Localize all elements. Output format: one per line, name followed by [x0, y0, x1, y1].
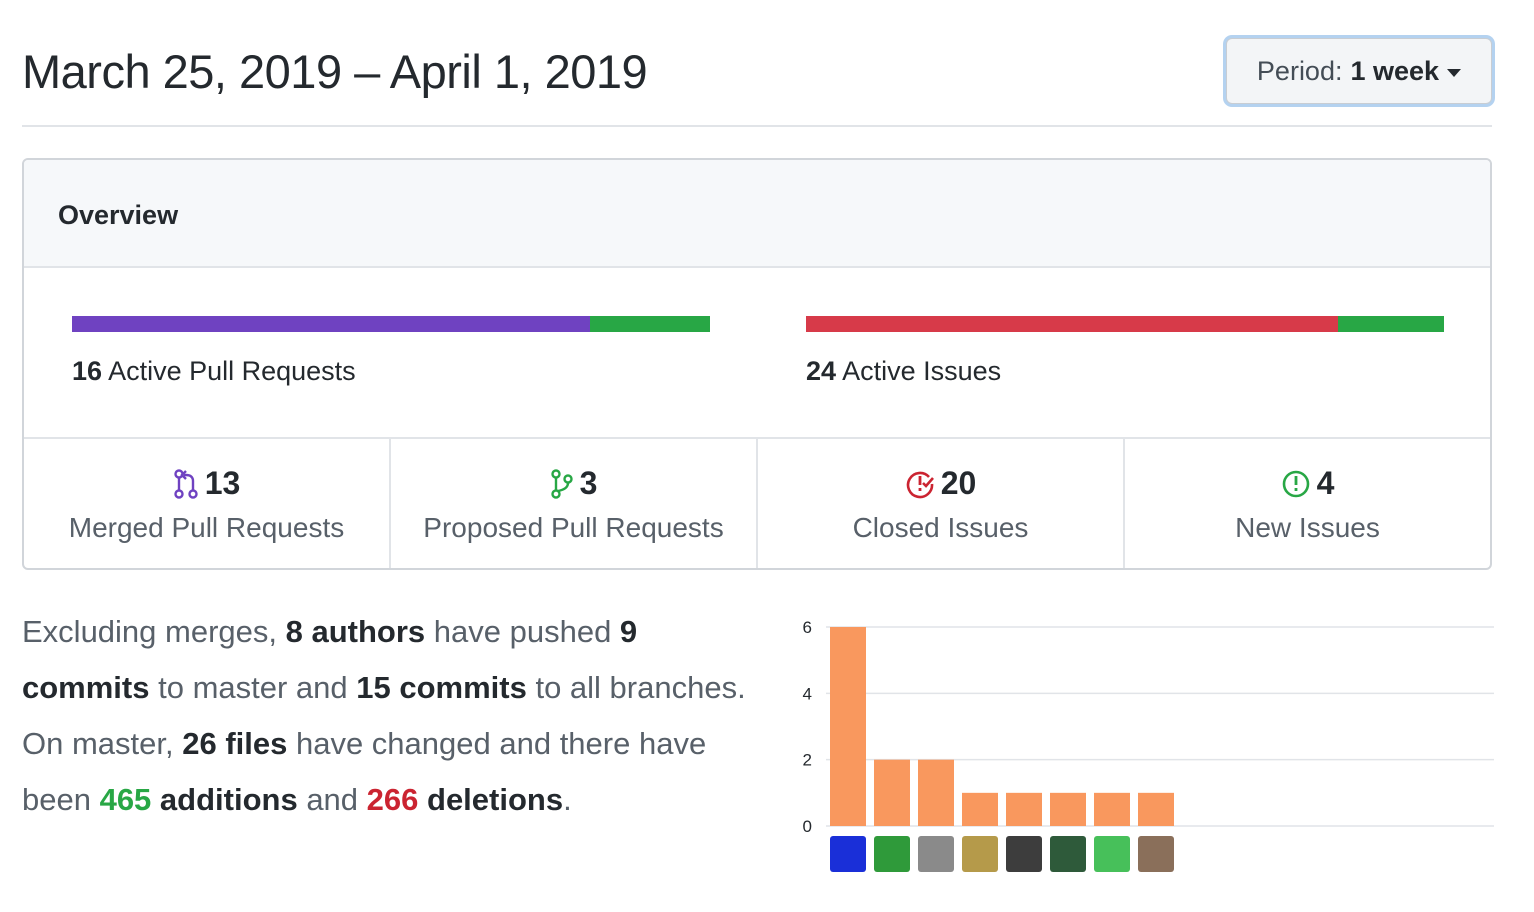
y-tick-label: 4 — [803, 684, 812, 703]
active-issues-label: Active Issues — [842, 356, 1002, 386]
proposed-pull-requests-stat[interactable]: 3 Proposed Pull Requests — [391, 439, 758, 568]
git-pull-request-icon — [550, 468, 573, 499]
stats-row: 13 Merged Pull Requests 3 Proposed Pull … — [24, 437, 1490, 568]
git-merge-icon — [174, 468, 198, 499]
closed-issues-stat[interactable]: 20 Closed Issues — [758, 439, 1125, 568]
issue-opened-icon — [1282, 470, 1309, 497]
issue-closed-icon — [906, 471, 934, 498]
period-dropdown-button[interactable]: Period: 1 week — [1226, 38, 1492, 104]
active-pull-requests-count: 16 — [72, 356, 103, 386]
summary-text: to master and — [149, 670, 357, 705]
additions-label: additions — [151, 782, 298, 817]
avatar-author-7[interactable] — [1094, 836, 1130, 872]
avatar-author-2[interactable] — [874, 836, 910, 872]
avatar-author-3[interactable] — [918, 836, 954, 872]
pull-requests-ratio-bar — [72, 316, 710, 332]
commits-master-link[interactable]: 9 commits — [22, 614, 638, 705]
period-label: Period: — [1256, 55, 1343, 86]
avatar-author-1[interactable] — [830, 836, 866, 872]
merged-pull-requests-stat[interactable]: 13 Merged Pull Requests — [24, 439, 391, 568]
closed-segment — [806, 316, 1338, 332]
bar-author-4[interactable] — [962, 792, 998, 826]
bar-author-2[interactable] — [874, 759, 910, 826]
y-tick-label: 6 — [803, 618, 812, 637]
bar-author-3[interactable] — [918, 759, 954, 826]
merged-pull-requests-count: 13 — [204, 465, 241, 501]
page-header: March 25, 2019 – April 1, 2019 Period: 1… — [22, 0, 1492, 127]
bar-author-8[interactable] — [1138, 792, 1174, 826]
avatar-author-6[interactable] — [1050, 836, 1086, 872]
overview-panel: Overview 16 Active Pull Requests 24 Acti… — [22, 158, 1492, 570]
files-changed-link[interactable]: 26 files — [182, 726, 288, 761]
summary-text: . — [563, 782, 572, 817]
caret-down-icon — [1447, 68, 1462, 77]
new-issues-count: 4 — [1316, 465, 1335, 501]
issues-ratio-bar — [806, 316, 1444, 332]
summary-text: and — [297, 782, 367, 817]
closed-issues-count: 20 — [940, 465, 977, 501]
y-tick-label: 0 — [803, 817, 812, 836]
active-pull-requests-link[interactable]: 16 Active Pull Requests — [72, 356, 356, 387]
active-issues-link[interactable]: 24 Active Issues — [806, 356, 1001, 387]
active-pull-requests-label: Active Pull Requests — [108, 356, 356, 386]
period-value: 1 week — [1350, 55, 1440, 86]
bar-author-5[interactable] — [1006, 792, 1042, 826]
summary-text: have pushed — [425, 614, 620, 649]
summary-text: have changed and there have been — [22, 726, 707, 817]
proposed-pull-requests-label: Proposed Pull Requests — [423, 512, 724, 543]
new-issues-label: New Issues — [1235, 512, 1380, 543]
merged-pull-requests-label: Merged Pull Requests — [68, 512, 345, 543]
avatar-author-8[interactable] — [1138, 836, 1174, 872]
avatar-author-5[interactable] — [1006, 836, 1042, 872]
avatar-author-4[interactable] — [962, 836, 998, 872]
new-segment — [1337, 316, 1444, 332]
overview-header: Overview — [24, 160, 1490, 268]
active-issues-count: 24 — [806, 356, 837, 386]
summary-text: Excluding merges, — [22, 614, 286, 649]
deletions-label: deletions — [418, 782, 564, 817]
deletions-count: 266 — [366, 782, 419, 817]
proposed-segment — [590, 316, 710, 332]
date-range-title: March 25, 2019 – April 1, 2019 — [22, 45, 648, 98]
bar-author-6[interactable] — [1050, 792, 1086, 826]
bar-author-1[interactable] — [830, 627, 866, 826]
closed-issues-label: Closed Issues — [852, 512, 1029, 543]
summary-text: to all branches. On master, — [22, 670, 746, 761]
merged-segment — [72, 316, 591, 332]
additions-count: 465 — [99, 782, 152, 817]
y-tick-label: 2 — [803, 751, 812, 770]
commits-per-author-chart: 0 2 4 6 — [803, 618, 1494, 872]
proposed-pull-requests-count: 3 — [579, 465, 598, 501]
new-issues-stat[interactable]: 4 New Issues — [1125, 439, 1490, 568]
authors-link[interactable]: 8 authors — [285, 614, 426, 649]
overview-title: Overview — [58, 200, 179, 230]
commits-all-branches-link[interactable]: 15 commits — [356, 670, 527, 705]
bar-author-7[interactable] — [1094, 792, 1130, 826]
commit-summary: Excluding merges, 8 authors have pushed … — [22, 604, 762, 828]
